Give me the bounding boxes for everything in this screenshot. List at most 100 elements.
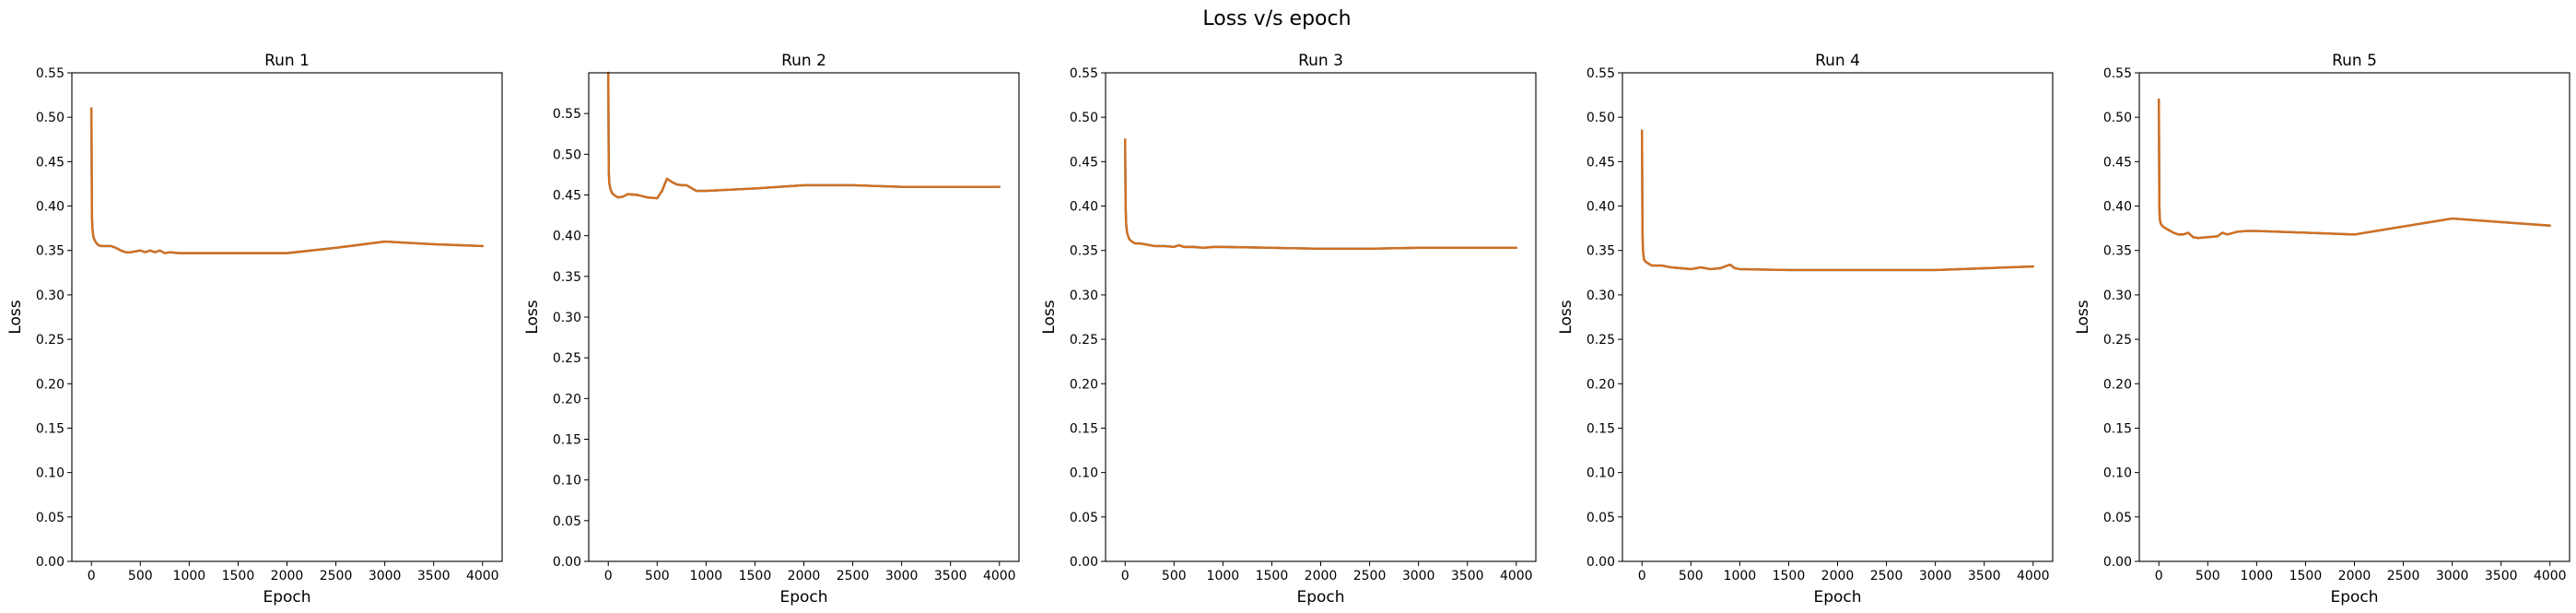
subplot-title: Run 3 [1298,52,1343,70]
x-axis-label: Epoch [1813,588,1861,607]
y-tick-label: 0.30 [36,289,64,303]
y-tick-label: 0.00 [553,555,581,570]
y-tick-label: 0.40 [1070,200,1098,215]
y-tick-label: 0.10 [1587,466,1615,481]
y-tick-label: 0.35 [2103,244,2132,259]
y-tick-label: 0.50 [36,111,64,125]
x-tick-label: 2500 [837,569,870,584]
x-tick-label: 2500 [2387,569,2420,584]
x-tick-label: 2000 [788,569,821,584]
subplot-run-3: 0 500 1000 1500 2000 2500 3000 3500 4000 0.00 0.05… [1040,52,1537,607]
x-tick-label: 1000 [1724,569,1757,584]
x-tick-label: 3500 [934,569,967,584]
y-tick-label: 0.20 [36,377,64,392]
loss-line [607,71,1001,200]
x-tick-label: 500 [128,569,153,584]
loss-line [2158,98,2551,240]
loss-line-underlay [90,107,484,254]
x-tick-label: 500 [645,569,670,584]
x-axis-label: Epoch [263,588,310,607]
y-tick-label: 0.55 [1587,66,1615,81]
axes-frame [2138,72,2570,562]
y-tick-label: 0.00 [36,555,64,570]
y-tick-label: 0.45 [2103,155,2132,170]
y-axis-label: Loss [1557,300,1575,334]
x-tick-label: 1000 [2241,569,2274,584]
x-tick-label: 1500 [2289,569,2323,584]
subplot-run-1: 0 500 1000 1500 2000 2500 3000 3500 4000 0.00 0.05… [6,52,503,607]
y-tick-label: 0.10 [1070,466,1098,481]
y-tick-label: 0.55 [2103,66,2132,81]
y-tick-label: 0.35 [1587,244,1615,259]
axes-frame [1622,72,2054,562]
y-tick-label: 0.40 [1587,200,1615,215]
y-tick-label: 0.30 [553,311,581,325]
y-tick-label: 0.15 [553,433,581,448]
y-tick-label: 0.10 [2103,466,2132,481]
y-axis-label: Loss [6,300,25,334]
y-tick-label: 0.30 [1587,289,1615,303]
y-tick-label: 0.05 [1070,511,1098,525]
x-tick-label: 4000 [983,569,1016,584]
y-tick-label: 0.25 [1070,333,1098,348]
x-tick-label: 4000 [2534,569,2567,584]
x-tick-label: 3500 [1968,569,2001,584]
y-tick-label: 0.15 [2103,421,2132,436]
y-tick-label: 0.55 [553,107,581,122]
y-tick-label: 0.30 [1070,289,1098,303]
y-axis-label: Loss [523,300,542,334]
y-tick-label: 0.50 [2103,111,2132,125]
x-tick-label: 3500 [417,569,451,584]
subplot-title: Run 2 [781,52,826,70]
y-tick-label: 0.10 [553,474,581,489]
x-tick-label: 2500 [320,569,353,584]
y-tick-label: 0.40 [36,200,64,215]
y-tick-label: 0.05 [36,511,64,525]
loss-line [1124,138,1517,250]
x-tick-label: 2500 [1870,569,1903,584]
x-tick-label: 2000 [271,569,304,584]
y-tick-label: 0.50 [1070,111,1098,125]
figure-title: Loss v/s epoch [1202,7,1351,30]
y-tick-label: 0.20 [1070,377,1098,392]
y-tick-label: 0.35 [1070,244,1098,259]
y-tick-label: 0.00 [2103,555,2132,570]
y-tick-label: 0.45 [36,155,64,170]
y-tick-label: 0.20 [553,392,581,407]
y-tick-label: 0.30 [2103,289,2132,303]
y-tick-label: 0.15 [36,421,64,436]
axes-frame [1105,72,1537,562]
x-tick-label: 3000 [1919,569,1952,584]
y-tick-label: 0.40 [553,230,581,244]
x-tick-label: 0 [1638,569,1646,584]
subplot-title: Run 4 [1815,52,1860,70]
x-tick-label: 1500 [1773,569,1806,584]
loss-line-underlay [1124,138,1517,250]
x-tick-label: 1500 [1256,569,1289,584]
y-tick-label: 0.20 [1587,377,1615,392]
x-tick-label: 0 [604,569,613,584]
x-axis-label: Epoch [1296,588,1344,607]
y-tick-label: 0.25 [553,351,581,366]
y-axis-label: Loss [2074,300,2092,334]
y-tick-label: 0.50 [1587,111,1615,125]
x-tick-label: 1000 [1207,569,1240,584]
y-tick-label: 0.15 [1070,421,1098,436]
y-tick-label: 0.05 [553,514,581,529]
y-axis-label: Loss [1040,300,1059,334]
y-tick-label: 0.45 [553,189,581,204]
subplot-title: Run 1 [264,52,310,70]
y-tick-label: 0.10 [36,466,64,481]
x-tick-label: 2000 [2338,569,2371,584]
y-tick-label: 0.25 [1587,333,1615,348]
x-tick-label: 4000 [2017,569,2050,584]
loss-line-underlay [2158,98,2551,240]
x-tick-label: 0 [2155,569,2163,584]
y-tick-label: 0.45 [1587,155,1615,170]
x-tick-label: 3000 [1402,569,1435,584]
y-tick-label: 0.15 [1587,421,1615,436]
y-tick-label: 0.20 [2103,377,2132,392]
y-tick-label: 0.05 [2103,511,2132,525]
x-tick-label: 0 [1121,569,1130,584]
